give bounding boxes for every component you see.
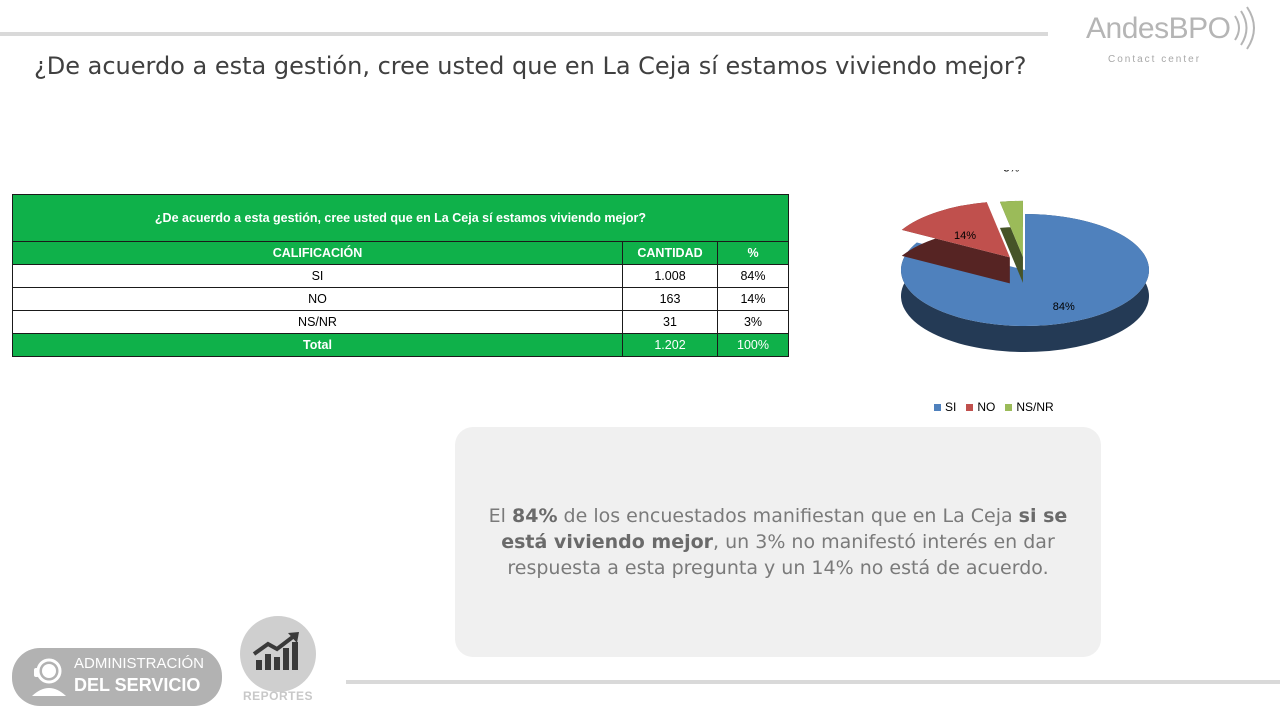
pie-chart: 84% 14% 3% [901,170,1149,352]
total-count: 1.202 [622,333,718,357]
top-divider [0,32,1048,36]
row-count: 31 [622,310,718,334]
reports-label: REPORTES [242,689,313,703]
summary-text: El 84% de los encuestados manifiestan qu… [488,505,1068,579]
pie-slice-si [901,214,1149,352]
chart-legend: SI NO NS/NR [934,400,1054,414]
pie-label-ns-nr: 3% [1003,170,1019,175]
col-header-cantidad: CANTIDAD [622,241,718,265]
col-header-calificacion: CALIFICACIÓN [12,241,623,265]
pie-label-no: 14% [954,230,976,242]
table-question: ¿De acuerdo a esta gestión, cree usted q… [12,194,789,242]
pie-slice-no [901,202,1010,284]
admin-line2: DEL SERVICIO [74,675,201,695]
row-label: NS/NR [12,310,623,334]
table-row: SI 1.008 84% [12,264,789,288]
summary-box: El 84% de los encuestados manifiestan qu… [455,427,1101,657]
signal-waves-icon [1234,6,1255,50]
legend-swatch [1005,403,1013,411]
row-pct: 84% [717,264,789,288]
agent-headset-icon [32,658,66,696]
row-count: 1.008 [622,264,718,288]
row-count: 163 [622,287,718,311]
growth-chart-icon [252,632,299,670]
legend-label: NS/NR [1016,400,1054,414]
pie-slice-ns-nr [999,200,1023,283]
legend-label: NO [977,400,996,414]
legend-item-ns-nr: NS/NR [1005,400,1054,414]
row-label: NO [12,287,623,311]
survey-table: ¿De acuerdo a esta gestión, cree usted q… [12,194,789,357]
row-pct: 14% [717,287,789,311]
bottom-divider [346,680,1280,684]
table-row: NO 163 14% [12,287,789,311]
table-row: NS/NR 31 3% [12,310,789,334]
row-pct: 3% [717,310,789,334]
legend-swatch [966,403,974,411]
row-label: SI [12,264,623,288]
summary-highlight-percent: 84% [512,505,558,527]
admin-service-badge: ADMINISTRACIÓN DEL SERVICIO [12,648,222,706]
andesbpo-logo: AndesBPO Contact center [1086,6,1266,70]
summary-highlight-phrase: si se está viviendo mejor [501,505,1068,553]
page-title: ¿De acuerdo a esta gestión, cree usted q… [34,52,1027,80]
total-row: Total 1.202 100% [12,333,789,357]
legend-label: SI [945,400,957,414]
admin-line1: ADMINISTRACIÓN [74,655,205,672]
reports-button[interactable] [240,616,316,692]
total-pct: 100% [717,333,789,357]
legend-swatch [934,403,941,411]
pie-label-si: 84% [1053,301,1075,313]
col-header-percent: % [717,241,789,265]
legend-item-no: NO [966,400,995,414]
logo-tagline: Contact center [1108,54,1202,65]
total-label: Total [12,333,623,357]
legend-item-si: SI [934,400,956,414]
logo-wordmark: AndesBPO [1086,12,1231,45]
